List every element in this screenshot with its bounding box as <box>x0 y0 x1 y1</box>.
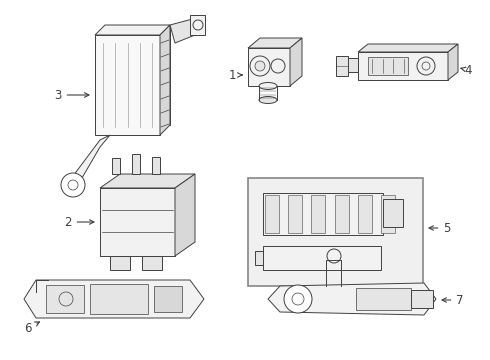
Bar <box>90 284 148 314</box>
Text: 7: 7 <box>442 293 464 306</box>
Bar <box>336 56 348 76</box>
Polygon shape <box>142 256 162 270</box>
Polygon shape <box>112 158 120 174</box>
Text: 6: 6 <box>24 321 40 334</box>
Bar <box>312 195 325 233</box>
Polygon shape <box>248 48 290 86</box>
Polygon shape <box>248 38 302 48</box>
Polygon shape <box>152 157 160 174</box>
Bar <box>265 195 279 233</box>
Polygon shape <box>448 44 458 80</box>
Bar <box>46 285 84 313</box>
Bar <box>356 288 411 310</box>
Bar <box>255 251 263 265</box>
Bar <box>263 246 381 270</box>
Ellipse shape <box>259 82 277 90</box>
Text: 5: 5 <box>429 221 451 234</box>
Bar <box>335 195 348 233</box>
Text: 3: 3 <box>54 89 89 102</box>
Polygon shape <box>70 135 110 190</box>
Polygon shape <box>105 25 170 125</box>
Polygon shape <box>290 38 302 86</box>
Text: 2: 2 <box>64 216 94 229</box>
Polygon shape <box>100 174 195 188</box>
Ellipse shape <box>259 96 277 104</box>
Text: 4: 4 <box>461 63 472 77</box>
Text: 1: 1 <box>228 68 242 81</box>
Polygon shape <box>110 256 130 270</box>
Polygon shape <box>175 174 195 256</box>
Bar <box>383 199 403 227</box>
Polygon shape <box>348 58 358 72</box>
Polygon shape <box>95 35 160 135</box>
Bar <box>263 193 383 235</box>
Bar <box>381 195 395 233</box>
Polygon shape <box>132 154 140 174</box>
Bar <box>190 15 205 35</box>
Circle shape <box>255 61 265 71</box>
Bar <box>411 290 433 308</box>
Circle shape <box>61 173 85 197</box>
Polygon shape <box>358 52 448 80</box>
Polygon shape <box>24 280 204 318</box>
Polygon shape <box>170 17 200 43</box>
Circle shape <box>284 285 312 313</box>
Bar <box>154 286 182 312</box>
Polygon shape <box>95 25 170 35</box>
Bar <box>358 195 372 233</box>
Polygon shape <box>100 188 175 256</box>
Bar <box>288 195 302 233</box>
Bar <box>368 57 408 75</box>
Bar <box>248 178 423 286</box>
Polygon shape <box>268 283 436 315</box>
Polygon shape <box>358 44 458 52</box>
Polygon shape <box>160 25 170 135</box>
